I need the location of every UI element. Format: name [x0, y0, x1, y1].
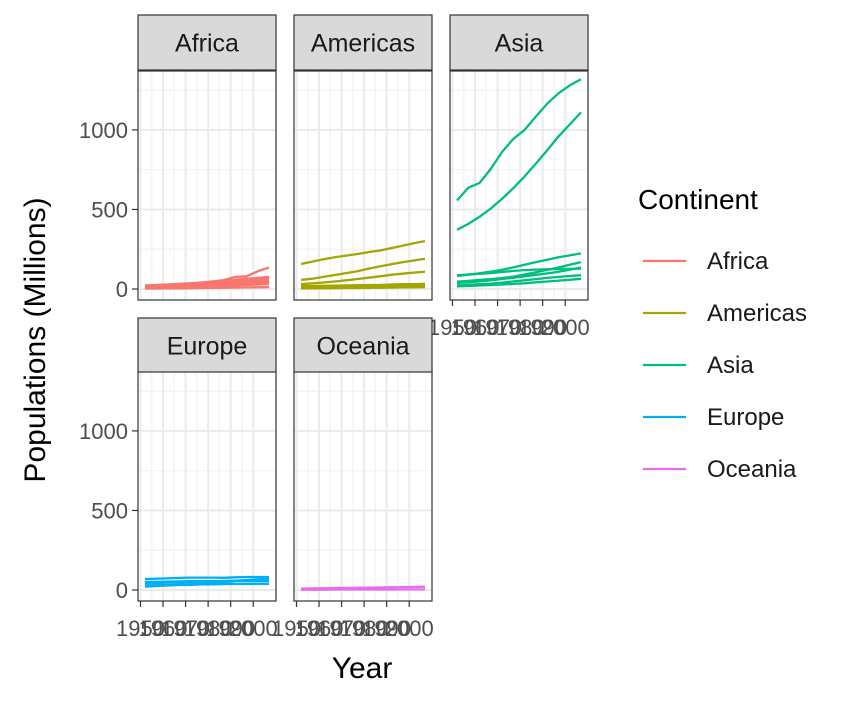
x-tick-label: 1950 — [272, 616, 321, 641]
series-line-asia-6 — [456, 266, 582, 285]
x-tick-label: 2000 — [229, 616, 278, 641]
x-tick-label: 2000 — [541, 315, 590, 340]
legend-label-oceania: Oceania — [707, 456, 797, 483]
panel-background-europe — [138, 372, 276, 601]
legend: Continent Africa Americas Asia Europe Oceani… — [638, 184, 807, 483]
y-tick-label: 500 — [91, 498, 128, 523]
legend-title: Continent — [638, 184, 758, 215]
y-tick-label: 1000 — [79, 419, 128, 444]
x-tick-label: 1960 — [451, 315, 500, 340]
strip-label-americas: Americas — [311, 30, 415, 58]
y-axis-title: Populations (Millions) — [19, 197, 52, 482]
strip-americas — [293, 14, 433, 71]
series-line-europe-1 — [144, 575, 269, 581]
series-line-asia-1 — [456, 78, 582, 202]
series-line-asia-2 — [456, 111, 582, 231]
y-tick-label: 1000 — [79, 118, 128, 143]
x-tick-label: 1970 — [473, 315, 522, 340]
panel-background-africa — [138, 71, 276, 300]
panel-border-africa — [137, 70, 277, 301]
panel-americas: Americas — [293, 14, 433, 301]
strip-europe — [137, 317, 277, 374]
series-line-asia-8 — [456, 277, 582, 288]
y-tick-label: 500 — [91, 197, 128, 222]
strip-africa — [137, 14, 277, 71]
x-tick-label: 1990 — [362, 616, 411, 641]
strip-label-africa: Africa — [175, 30, 239, 58]
y-tick-label: 0 — [116, 277, 128, 302]
x-tick-label: 1960 — [139, 616, 188, 641]
panel-border-americas — [293, 70, 433, 301]
strip-label-europe: Europe — [167, 333, 248, 361]
x-tick-label: 1970 — [161, 616, 210, 641]
series-line-oceania-1 — [300, 585, 426, 590]
series-line-americas-3 — [300, 270, 426, 286]
x-axis-title: Year — [332, 652, 393, 685]
panel-border-oceania — [293, 371, 433, 602]
series-line-asia-7 — [456, 274, 582, 287]
x-tick-label: 1950 — [428, 315, 477, 340]
series-line-asia-4 — [456, 267, 582, 277]
x-tick-label: 1960 — [295, 616, 344, 641]
x-tick-label: 1970 — [317, 616, 366, 641]
legend-label-americas: Americas — [707, 300, 807, 327]
x-tick-label: 1980 — [340, 616, 389, 641]
panel-background-oceania — [294, 372, 432, 601]
strip-oceania — [293, 317, 433, 374]
x-tick-label: 1990 — [206, 616, 255, 641]
x-tick-label: 1990 — [518, 315, 567, 340]
legend-label-europe: Europe — [707, 404, 784, 431]
legend-label-africa: Africa — [707, 248, 769, 275]
series-line-africa-7 — [145, 285, 270, 290]
strip-label-oceania: Oceania — [316, 333, 409, 361]
legend-label-asia: Asia — [707, 352, 754, 379]
panel-background-americas — [294, 71, 432, 300]
strip-asia — [449, 14, 589, 71]
panel-border-europe — [137, 371, 277, 602]
series-line-americas-1 — [300, 239, 426, 266]
series-line-americas-2 — [300, 257, 426, 282]
panel-africa: Africa 0 500 1000 — [79, 14, 277, 302]
series-line-americas-7 — [301, 285, 426, 290]
series-line-asia-5 — [456, 260, 582, 283]
panel-border-asia — [449, 70, 589, 301]
x-tick-label: 2000 — [385, 616, 434, 641]
y-tick-label: 0 — [116, 578, 128, 603]
series-line-europe-7 — [144, 582, 269, 588]
x-tick-label: 1980 — [496, 315, 545, 340]
strip-label-asia: Asia — [495, 30, 544, 58]
x-tick-label: 1980 — [184, 616, 233, 641]
x-tick-label: 1950 — [116, 616, 165, 641]
